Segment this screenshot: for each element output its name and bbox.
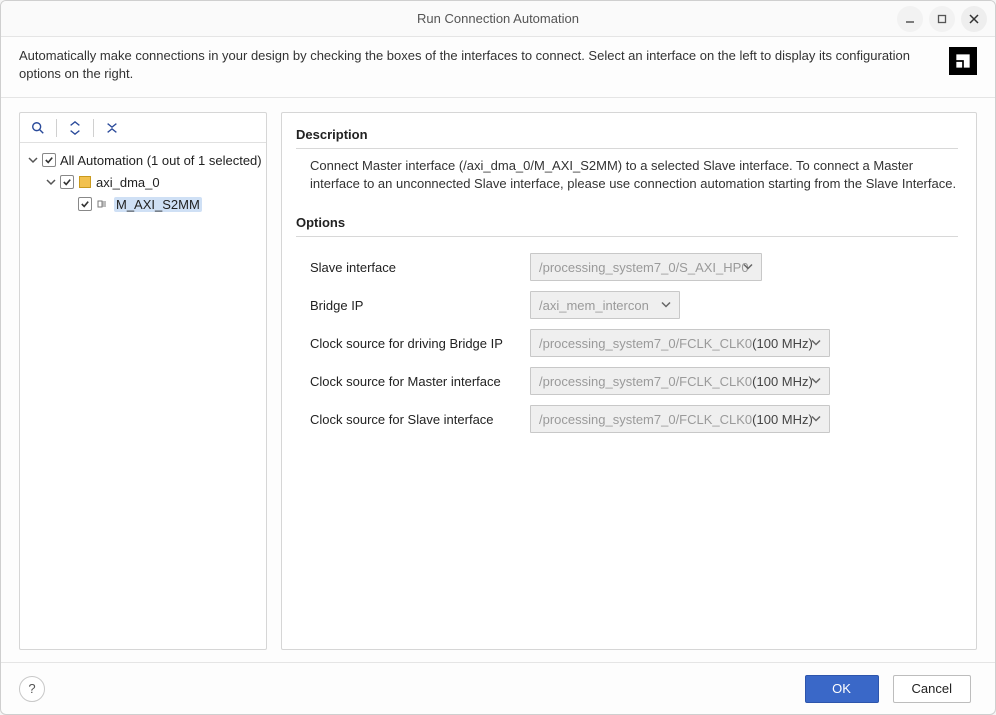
window-controls [897, 1, 987, 37]
expand-all-icon [105, 121, 119, 135]
left-panel: All Automation (1 out of 1 selected) axi… [19, 112, 267, 650]
tree-label-root: All Automation (1 out of 1 selected) [60, 153, 262, 168]
chevron-down-icon [743, 260, 753, 275]
collapse-all-icon [68, 121, 82, 135]
maximize-button[interactable] [929, 6, 955, 32]
combo-value-path: /processing_system7_0/FCLK_CLK0 [539, 336, 752, 351]
description-text: Connect Master interface (/axi_dma_0/M_A… [296, 157, 958, 201]
description-heading: Description [296, 123, 958, 149]
main-area: All Automation (1 out of 1 selected) axi… [1, 98, 995, 662]
label-bridge-ip: Bridge IP [310, 298, 520, 313]
ip-block-icon [78, 175, 92, 189]
expand-all-button[interactable] [100, 116, 124, 140]
instruction-text: Automatically make connections in your d… [19, 47, 937, 83]
combo-bridge-ip[interactable]: /axi_mem_intercon [530, 291, 680, 319]
combo-clk-master[interactable]: /processing_system7_0/FCLK_CLK0 (100 MHz… [530, 367, 830, 395]
combo-slave-interface[interactable]: /processing_system7_0/S_AXI_HP0 [530, 253, 762, 281]
combo-value-path: /processing_system7_0/FCLK_CLK0 [539, 412, 752, 427]
right-content: Description Connect Master interface (/a… [282, 113, 976, 649]
toolbar-divider [93, 119, 94, 137]
ok-button[interactable]: OK [805, 675, 879, 703]
close-button[interactable] [961, 6, 987, 32]
checkbox-port[interactable] [78, 197, 92, 211]
dialog-footer: ? OK Cancel [1, 662, 995, 714]
tree-row-ip[interactable]: axi_dma_0 [24, 171, 262, 193]
interface-tree[interactable]: All Automation (1 out of 1 selected) axi… [20, 143, 266, 221]
help-icon: ? [28, 681, 35, 696]
collapse-all-button[interactable] [63, 116, 87, 140]
interface-port-icon [96, 197, 110, 211]
chevron-down-icon[interactable] [44, 175, 58, 189]
checkbox-root[interactable] [42, 153, 56, 167]
toolbar-divider [56, 119, 57, 137]
right-panel: Description Connect Master interface (/a… [281, 112, 977, 650]
search-icon [31, 121, 45, 135]
options-heading: Options [296, 211, 958, 237]
chevron-down-icon [661, 298, 671, 313]
minimize-icon [904, 13, 916, 25]
label-clk-master: Clock source for Master interface [310, 374, 520, 389]
help-button[interactable]: ? [19, 676, 45, 702]
titlebar: Run Connection Automation [1, 1, 995, 37]
chevron-down-icon [811, 412, 821, 427]
label-slave-interface: Slave interface [310, 260, 520, 275]
combo-value-freq: (100 MHz) [752, 336, 813, 351]
instruction-banner: Automatically make connections in your d… [1, 37, 995, 98]
chevron-down-icon [811, 336, 821, 351]
combo-clk-bridge[interactable]: /processing_system7_0/FCLK_CLK0 (100 MHz… [530, 329, 830, 357]
left-toolbar [20, 113, 266, 143]
window-title: Run Connection Automation [417, 11, 579, 26]
close-icon [968, 13, 980, 25]
label-clk-bridge: Clock source for driving Bridge IP [310, 336, 520, 351]
tree-label-port: M_AXI_S2MM [114, 197, 202, 212]
combo-value-freq: (100 MHz) [752, 412, 813, 427]
tree-row-root[interactable]: All Automation (1 out of 1 selected) [24, 149, 262, 171]
label-clk-slave: Clock source for Slave interface [310, 412, 520, 427]
combo-value: /processing_system7_0/S_AXI_HP0 [539, 260, 749, 275]
options-grid: Slave interface /processing_system7_0/S_… [296, 245, 958, 433]
combo-value-freq: (100 MHz) [752, 374, 813, 389]
combo-value: /axi_mem_intercon [539, 298, 649, 313]
chevron-down-icon [811, 374, 821, 389]
combo-value-path: /processing_system7_0/FCLK_CLK0 [539, 374, 752, 389]
minimize-button[interactable] [897, 6, 923, 32]
tree-label-ip: axi_dma_0 [96, 175, 160, 190]
tree-row-port[interactable]: M_AXI_S2MM [24, 193, 262, 215]
cancel-button[interactable]: Cancel [893, 675, 971, 703]
amd-logo [949, 47, 977, 75]
chevron-down-icon[interactable] [26, 153, 40, 167]
maximize-icon [936, 13, 948, 25]
search-button[interactable] [26, 116, 50, 140]
checkbox-ip[interactable] [60, 175, 74, 189]
dialog-window: Run Connection Automation Automatically … [0, 0, 996, 715]
combo-clk-slave[interactable]: /processing_system7_0/FCLK_CLK0 (100 MHz… [530, 405, 830, 433]
